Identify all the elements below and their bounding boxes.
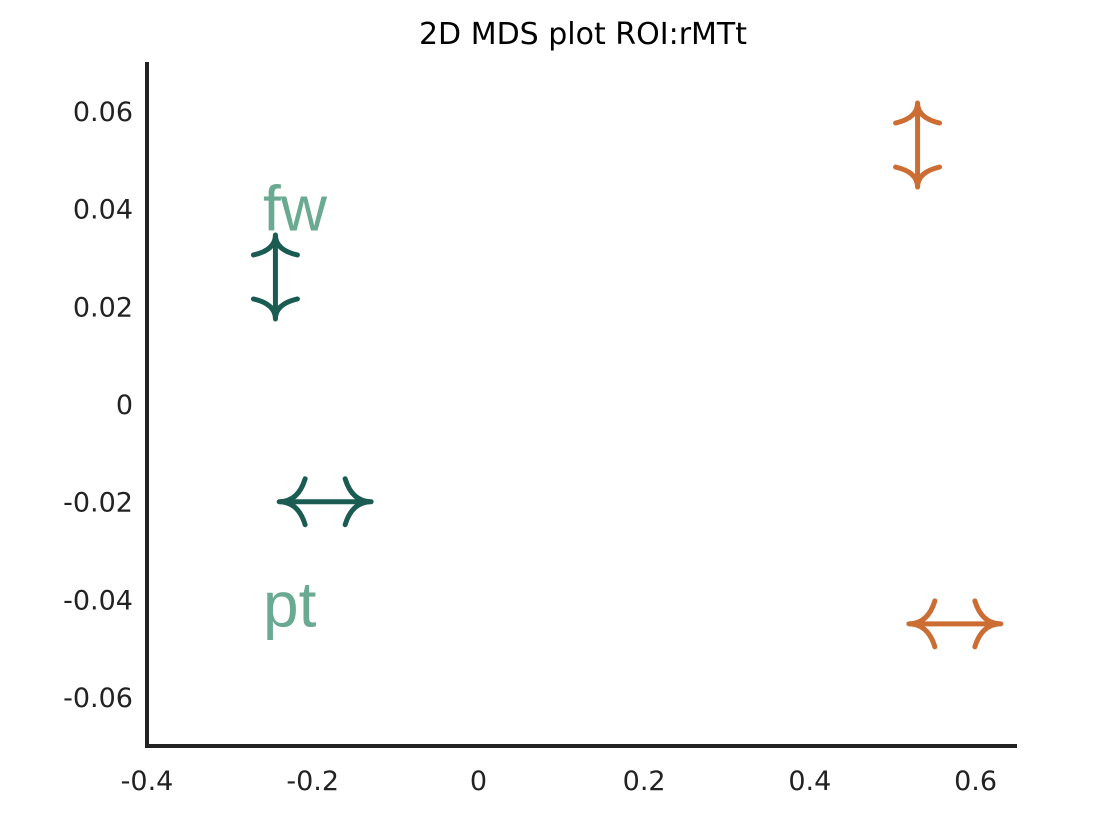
data-point-2-horizontal-double-arrow-icon [276,476,374,528]
y-tick-label: 0.06 [73,97,133,128]
y-tick-label: 0.04 [73,195,133,226]
y-tick-label: 0.02 [73,292,133,323]
data-point-4-horizontal-double-arrow-icon [906,598,1004,650]
y-tick-label: -0.04 [63,585,133,616]
annotation-pt: pt [263,568,317,640]
x-tick-label: 0.6 [954,766,997,797]
chart-title: 2D MDS plot ROI:rMTt [419,17,747,52]
data-markers [250,100,1004,650]
annotation-fw: fw [263,173,328,245]
data-point-1-vertical-double-arrow-icon [250,232,300,322]
data-point-3-vertical-double-arrow-icon [893,100,943,190]
x-tick-label: -0.2 [286,766,339,797]
text-annotations: fw pt [263,173,328,641]
y-tick-label: 0 [116,390,133,421]
y-tick-labels: 0.06 0.04 0.02 0 -0.02 -0.04 -0.06 [63,97,133,714]
x-tick-label: -0.4 [121,766,174,797]
y-tick-label: -0.06 [63,683,133,714]
x-tick-label: 0.2 [623,766,666,797]
x-tick-label: 0 [470,766,487,797]
x-tick-labels: -0.4 -0.2 0 0.2 0.4 0.6 [121,766,997,797]
x-tick-label: 0.4 [788,766,831,797]
y-tick-label: -0.02 [63,488,133,519]
